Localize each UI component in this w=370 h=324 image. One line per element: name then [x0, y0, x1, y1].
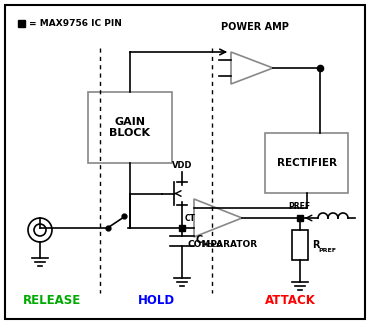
Text: PREF: PREF	[318, 248, 336, 253]
Text: C: C	[196, 235, 203, 245]
Text: HOLD: HOLD	[202, 243, 222, 248]
Text: ATTACK: ATTACK	[265, 294, 316, 307]
Text: RELEASE: RELEASE	[23, 294, 81, 307]
Text: CT: CT	[185, 214, 196, 223]
Text: HOLD: HOLD	[137, 294, 175, 307]
Text: RECTIFIER: RECTIFIER	[276, 158, 336, 168]
Bar	[88, 92, 172, 163]
Bar	[292, 230, 308, 260]
Text: VDD: VDD	[172, 161, 192, 170]
Bar	[18, 20, 25, 27]
Text: POWER AMP: POWER AMP	[221, 22, 289, 32]
Text: COMPARATOR: COMPARATOR	[188, 240, 258, 249]
Bar	[265, 133, 348, 193]
Text: = MAX9756 IC PIN: = MAX9756 IC PIN	[29, 19, 122, 28]
Text: R: R	[312, 240, 320, 250]
Text: PREF: PREF	[288, 202, 310, 211]
Text: GAIN
BLOCK: GAIN BLOCK	[110, 117, 151, 138]
